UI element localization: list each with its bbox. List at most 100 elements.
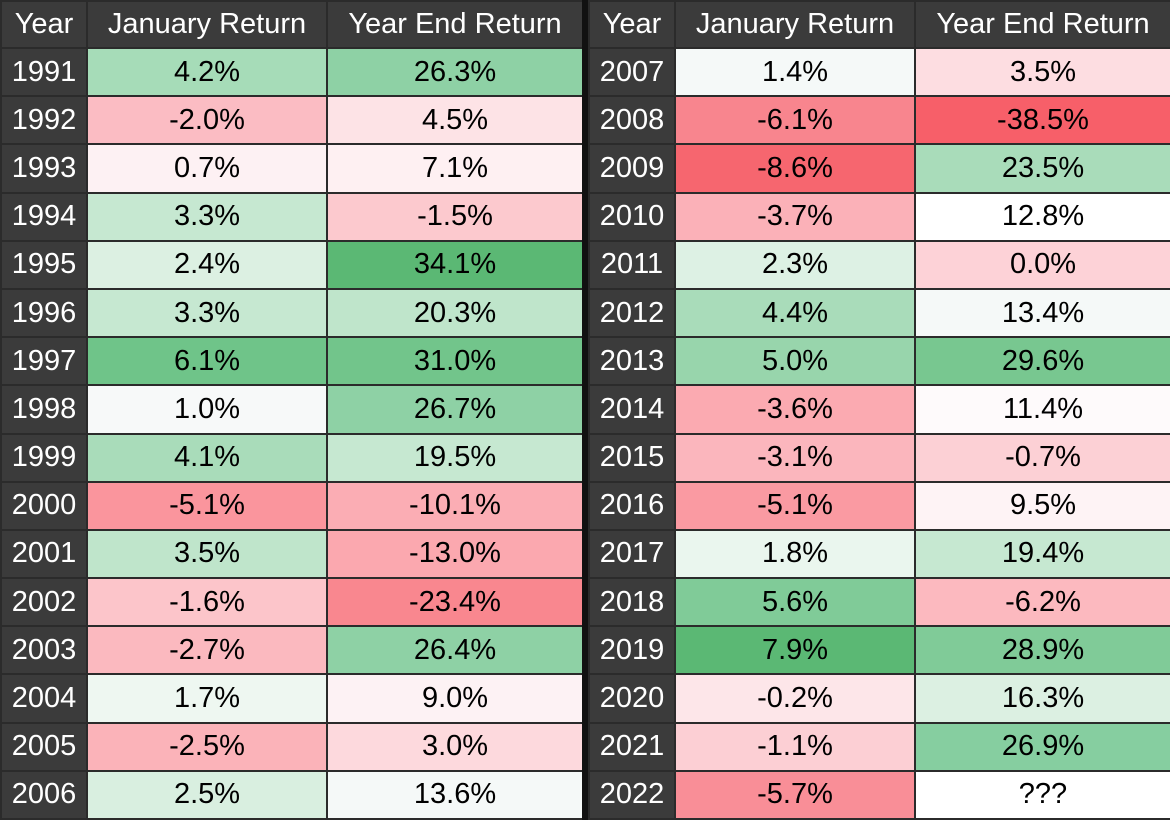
january-return-cell: 3.5% (86, 528, 328, 580)
table-row: 2019 7.9% 28.9% (588, 625, 1170, 676)
table-row: 2020 -0.2% 16.3% (588, 673, 1170, 724)
year-cell: 2006 (0, 769, 88, 820)
year-cell: 2018 (588, 577, 676, 628)
january-return-cell: 2.3% (674, 239, 916, 290)
year-end-return-cell: 31.0% (326, 336, 584, 387)
returns-table-right: Year January Return Year End Return 2007… (588, 0, 1170, 820)
table-row: 2001 3.5% -13.0% (0, 528, 584, 580)
year-cell: 1994 (0, 191, 88, 242)
january-return-cell: 3.3% (86, 287, 328, 339)
table-row: 1992 -2.0% 4.5% (0, 95, 584, 146)
january-return-cell: -3.7% (674, 191, 916, 242)
table-row: 2002 -1.6% -23.4% (0, 577, 584, 628)
year-cell: 2002 (0, 577, 88, 628)
year-end-return-cell: 23.5% (914, 143, 1170, 194)
table-row: 2018 5.6% -6.2% (588, 577, 1170, 628)
year-cell: 1996 (0, 287, 88, 339)
table-row: 2010 -3.7% 12.8% (588, 191, 1170, 242)
year-cell: 1997 (0, 336, 88, 387)
year-cell: 2019 (588, 625, 676, 676)
table-row: 2016 -5.1% 9.5% (588, 480, 1170, 531)
january-return-cell: -0.2% (674, 673, 916, 724)
year-cell: 2011 (588, 239, 676, 290)
january-return-cell: 2.5% (86, 769, 328, 820)
year-end-return-cell: 26.7% (326, 384, 584, 435)
table-row: 1997 6.1% 31.0% (0, 336, 584, 387)
january-return-cell: -3.6% (674, 384, 916, 435)
year-cell: 1992 (0, 95, 88, 146)
year-end-return-cell: 19.5% (326, 432, 584, 483)
table-body-left: 1991 4.2% 26.3% 1992 -2.0% 4.5% 1993 0.7% 7.1% 19… (0, 46, 584, 820)
year-end-return-cell: 34.1% (326, 239, 584, 290)
january-return-cell: 1.0% (86, 384, 328, 435)
year-end-return-cell: 19.4% (914, 528, 1170, 580)
january-return-cell: -6.1% (674, 95, 916, 146)
january-return-cell: -5.1% (674, 480, 916, 531)
table-row: 2017 1.8% 19.4% (588, 528, 1170, 580)
january-return-cell: 4.1% (86, 432, 328, 483)
year-end-return-cell: -0.7% (914, 432, 1170, 483)
year-end-return-cell: 26.9% (914, 721, 1170, 772)
year-end-return-cell: 13.6% (326, 769, 584, 820)
january-return-cell: -5.7% (674, 769, 916, 820)
year-cell: 1995 (0, 239, 88, 290)
year-cell: 2010 (588, 191, 676, 242)
header-row: Year January Return Year End Return (0, 0, 584, 49)
year-cell: 2003 (0, 625, 88, 676)
table-row: 2011 2.3% 0.0% (588, 239, 1170, 290)
year-end-return-cell: 26.3% (326, 46, 584, 98)
year-cell: 2015 (588, 432, 676, 483)
year-cell: 2012 (588, 287, 676, 339)
year-end-return-cell: 20.3% (326, 287, 584, 339)
january-return-cell: 1.4% (674, 46, 916, 98)
january-return-cell: 6.1% (86, 336, 328, 387)
year-cell: 2007 (588, 46, 676, 98)
january-return-cell: 5.6% (674, 577, 916, 628)
header-january-return: January Return (674, 0, 916, 49)
year-cell: 2022 (588, 769, 676, 820)
table-row: 2000 -5.1% -10.1% (0, 480, 584, 531)
year-cell: 2016 (588, 480, 676, 531)
year-end-return-cell: 12.8% (914, 191, 1170, 242)
year-cell: 2014 (588, 384, 676, 435)
year-cell: 2020 (588, 673, 676, 724)
year-cell: 1993 (0, 143, 88, 194)
table-row: 2007 1.4% 3.5% (588, 46, 1170, 98)
table-row: 1998 1.0% 26.7% (0, 384, 584, 435)
year-end-return-cell: -38.5% (914, 95, 1170, 146)
table-row: 2005 -2.5% 3.0% (0, 721, 584, 772)
year-cell: 2005 (0, 721, 88, 772)
year-cell: 2008 (588, 95, 676, 146)
january-return-cell: 5.0% (674, 336, 916, 387)
january-return-cell: 4.4% (674, 287, 916, 339)
table-row: 2006 2.5% 13.6% (0, 769, 584, 820)
year-cell: 2001 (0, 528, 88, 580)
header-year-end-return: Year End Return (326, 0, 584, 49)
year-end-return-cell: ??? (914, 769, 1170, 820)
header-year: Year (588, 0, 676, 49)
january-return-cell: -2.7% (86, 625, 328, 676)
january-return-cell: -1.1% (674, 721, 916, 772)
header-year: Year (0, 0, 88, 49)
returns-table-left: Year January Return Year End Return 1991… (0, 0, 584, 820)
table-row: 2012 4.4% 13.4% (588, 287, 1170, 339)
year-end-return-cell: 29.6% (914, 336, 1170, 387)
year-end-return-cell: 3.0% (326, 721, 584, 772)
january-return-cell: 2.4% (86, 239, 328, 290)
january-return-cell: 4.2% (86, 46, 328, 98)
table-row: 2013 5.0% 29.6% (588, 336, 1170, 387)
january-return-cell: -2.5% (86, 721, 328, 772)
table-row: 1991 4.2% 26.3% (0, 46, 584, 98)
table-row: 1999 4.1% 19.5% (0, 432, 584, 483)
january-return-cell: -5.1% (86, 480, 328, 531)
year-cell: 2021 (588, 721, 676, 772)
year-cell: 2000 (0, 480, 88, 531)
table-row: 2021 -1.1% 26.9% (588, 721, 1170, 772)
year-end-return-cell: -10.1% (326, 480, 584, 531)
year-end-return-cell: 16.3% (914, 673, 1170, 724)
table-row: 2022 -5.7%??? (588, 769, 1170, 820)
year-end-return-cell: 13.4% (914, 287, 1170, 339)
year-end-return-cell: 9.5% (914, 480, 1170, 531)
year-end-return-cell: 9.0% (326, 673, 584, 724)
table-divider (582, 0, 588, 820)
